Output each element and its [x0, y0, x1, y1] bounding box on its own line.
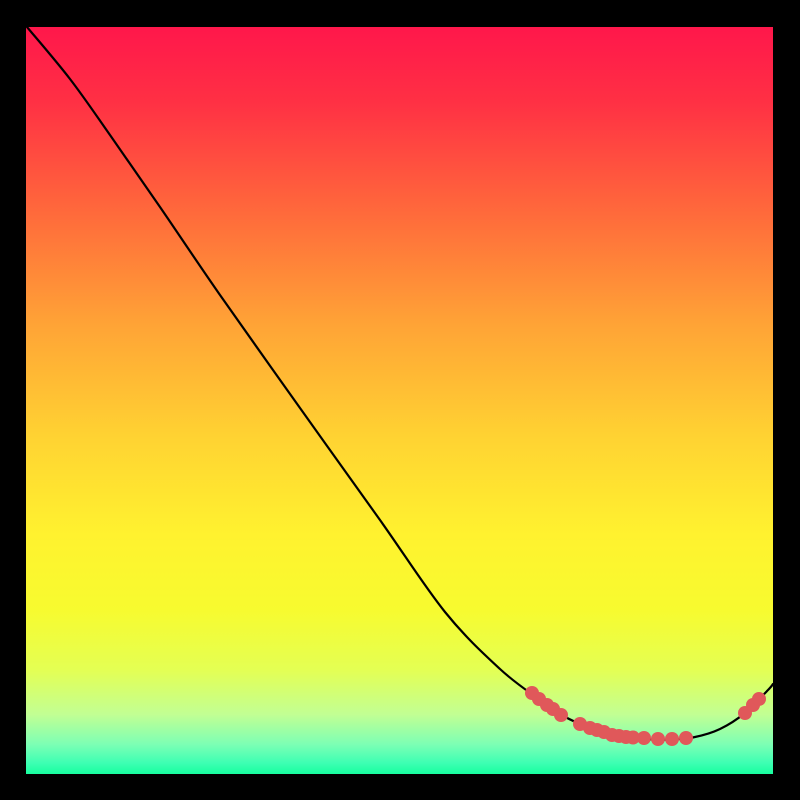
markers-group	[525, 686, 766, 746]
curve-marker	[665, 732, 679, 746]
chart-plot-area	[26, 27, 773, 774]
curve-marker	[679, 731, 693, 745]
curve-marker	[554, 708, 568, 722]
bottleneck-curve	[27, 27, 773, 740]
chart-overlay-svg	[26, 27, 773, 774]
curve-group	[27, 27, 773, 740]
curve-marker	[651, 732, 665, 746]
curve-marker	[752, 692, 766, 706]
attribution-label: TheBottlenecker.com	[565, 4, 772, 30]
curve-marker	[637, 731, 651, 745]
